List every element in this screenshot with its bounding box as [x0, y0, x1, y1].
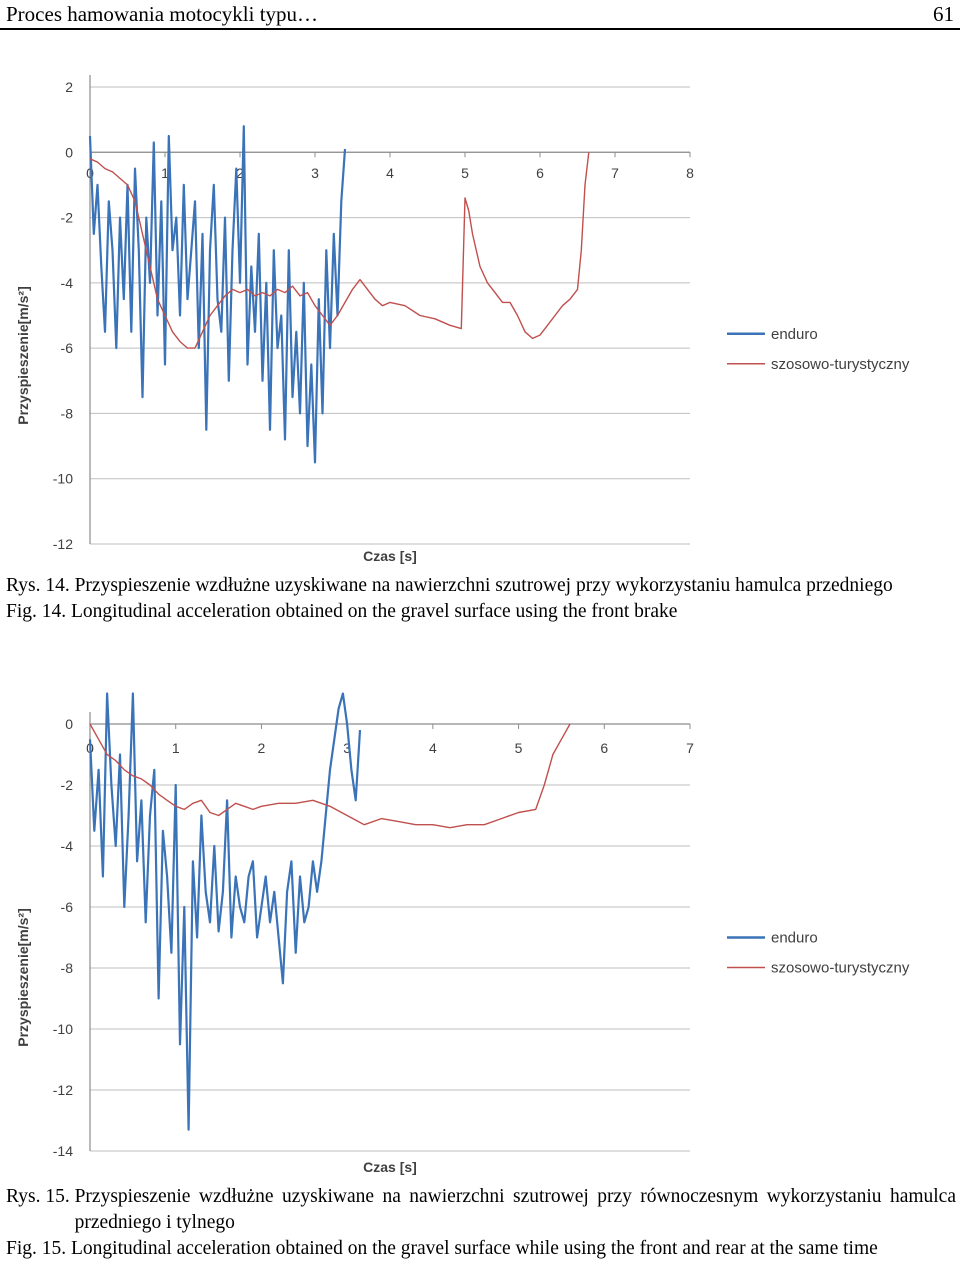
- y-tick-label: -14: [53, 1143, 73, 1159]
- x-tick-label: 2: [236, 165, 244, 181]
- x-tick-label: 2: [258, 740, 266, 756]
- x-tick-label: 1: [161, 165, 169, 181]
- caption-pl-label: Rys. 14.: [6, 575, 70, 596]
- y-tick-label: -4: [61, 838, 74, 854]
- x-tick-label: 7: [686, 740, 694, 756]
- caption-en-text: Longitudinal acceleration obtained on th…: [71, 601, 678, 622]
- legend-label: enduro: [771, 930, 818, 947]
- legend-label: szosowo-turystyczny: [771, 960, 910, 977]
- caption-pl: Rys. 15. Przyspieszenie wzdłużne uzyskiw…: [6, 1184, 956, 1236]
- running-title: Proces hamowania motocykli typu…: [6, 2, 319, 26]
- x-tick-label: 5: [515, 740, 523, 756]
- series-line-szosowo-turystyczny: [89, 152, 590, 349]
- x-tick-label: 1: [172, 740, 180, 756]
- x-tick-label: 0: [86, 165, 94, 181]
- y-tick-label: -10: [53, 1021, 73, 1037]
- x-tick-label: 3: [343, 740, 351, 756]
- caption-pl-label: Rys. 15.: [6, 1186, 70, 1207]
- legend-label: szosowo-turystyczny: [771, 356, 910, 373]
- legend-label: enduro: [771, 326, 818, 343]
- x-tick-label: 3: [311, 165, 319, 181]
- caption-en: Fig. 14. Longitudinal acceleration obtai…: [6, 599, 956, 625]
- caption-pl: Rys. 14. Przyspieszenie wzdłużne uzyskiw…: [6, 573, 956, 599]
- x-tick-label: 6: [536, 165, 544, 181]
- y-tick-label: -12: [53, 536, 73, 552]
- x-tick-label: 5: [461, 165, 469, 181]
- x-axis-label: Czas [s]: [363, 548, 417, 564]
- x-tick-label: 7: [611, 165, 619, 181]
- y-tick-label: -4: [61, 275, 74, 291]
- caption-en-label: Fig. 14.: [6, 601, 67, 622]
- y-axis-label: Przyspieszenie[m/s²]: [15, 286, 31, 425]
- caption-pl-text: Przyspieszenie wzdłużne uzyskiwane na na…: [74, 1186, 956, 1233]
- x-tick-label: 4: [386, 165, 394, 181]
- caption-pl-text: Przyspieszenie wzdłużne uzyskiwane na na…: [74, 575, 893, 596]
- x-axis-label: Czas [s]: [363, 1159, 417, 1175]
- y-tick-label: -6: [61, 899, 74, 915]
- x-tick-label: 6: [600, 740, 608, 756]
- figure-15-caption: Rys. 15. Przyspieszenie wzdłużne uzyskiw…: [6, 1184, 956, 1262]
- y-tick-label: 0: [65, 716, 73, 732]
- caption-en-label: Fig. 15.: [6, 1238, 67, 1259]
- y-tick-label: -10: [53, 471, 73, 487]
- y-tick-label: 0: [65, 144, 73, 160]
- y-tick-label: 2: [65, 79, 73, 95]
- figure-14-caption: Rys. 14. Przyspieszenie wzdłużne uzyskiw…: [6, 573, 956, 625]
- series-line-szosowo-turystyczny: [89, 723, 571, 829]
- page-number: 61: [933, 2, 954, 26]
- caption-en-text: Longitudinal acceleration obtained on th…: [71, 1238, 878, 1259]
- series-line-enduro: [88, 692, 362, 1131]
- x-tick-label: 8: [686, 165, 694, 181]
- y-axis-label: Przyspieszenie[m/s²]: [15, 908, 31, 1047]
- figure-14-chart: 2 0 -2 -4 -6 -8 -10 -12 0 1 2 3 4 5 6 7 8 Czas [s] Przyspi…: [15, 75, 910, 564]
- y-tick-label: -8: [61, 960, 74, 976]
- series-line-enduro: [88, 125, 347, 464]
- y-tick-label: -2: [61, 210, 74, 226]
- x-tick-label: 4: [429, 740, 437, 756]
- y-tick-label: -12: [53, 1082, 73, 1098]
- caption-en: Fig. 15. Longitudinal acceleration obtai…: [6, 1236, 956, 1262]
- y-tick-label: -8: [61, 405, 74, 421]
- page-header: Proces hamowania motocykli typu… 61: [0, 0, 960, 30]
- y-tick-label: -6: [61, 340, 74, 356]
- y-tick-label: -2: [61, 777, 74, 793]
